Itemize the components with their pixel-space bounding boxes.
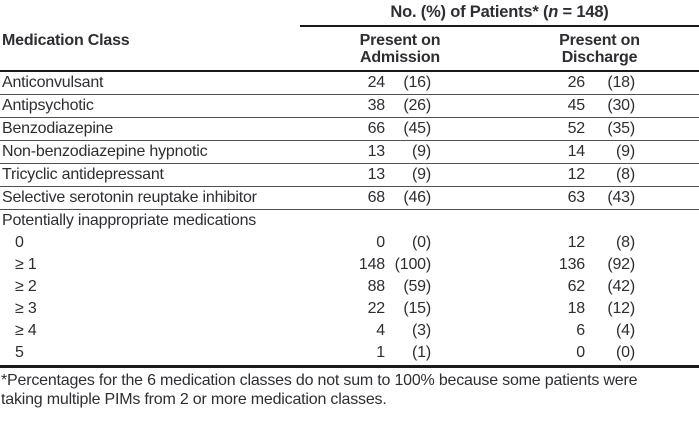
admission-percent: (46) bbox=[403, 189, 431, 206]
admission-count: 38 bbox=[367, 97, 386, 114]
admission-percent: (0) bbox=[412, 234, 431, 251]
table-body: Anticonvulsant 24 (16) 26 (18) Antipsych… bbox=[0, 72, 699, 364]
admission-percent: (9) bbox=[412, 143, 431, 160]
patients-span-header: No. (%) of Patients* (n = 148) bbox=[300, 2, 699, 27]
admission-column-header: Present on Admission bbox=[300, 27, 500, 70]
discharge-percent: (30) bbox=[607, 97, 635, 114]
discharge-count: 136 bbox=[558, 256, 585, 273]
table-row: Potentially inappropriate medications bbox=[0, 210, 699, 232]
row-label: Benzodiazepine bbox=[2, 120, 114, 137]
row-label: ≥ 4 bbox=[15, 322, 37, 339]
row-label: 0 bbox=[15, 234, 24, 251]
admission-count: 24 bbox=[367, 74, 386, 91]
admission-header-line2: Admission bbox=[360, 49, 440, 66]
medication-table: No. (%) of Patients* (n = 148) Medicatio… bbox=[0, 2, 699, 409]
admission-percent: (100) bbox=[394, 256, 432, 273]
discharge-count: 14 bbox=[567, 143, 586, 160]
admission-count: 68 bbox=[367, 189, 386, 206]
row-label: ≥ 2 bbox=[15, 278, 37, 295]
table-row: Anticonvulsant 24 (16) 26 (18) bbox=[0, 72, 699, 95]
discharge-percent: (8) bbox=[616, 234, 635, 251]
discharge-header-line2: Discharge bbox=[561, 49, 638, 66]
admission-percent: (1) bbox=[412, 344, 431, 361]
admission-count: 66 bbox=[367, 120, 386, 137]
discharge-percent: (43) bbox=[607, 189, 635, 206]
discharge-percent: (12) bbox=[607, 300, 635, 317]
table-row: Antipsychotic 38 (26) 45 (30) bbox=[0, 95, 699, 118]
admission-percent: (45) bbox=[403, 120, 431, 137]
admission-count: 148 bbox=[358, 256, 385, 273]
discharge-column-header: Present on Discharge bbox=[500, 27, 699, 70]
table-row: 0 0 (0) 12 (8) bbox=[0, 232, 699, 254]
admission-count: 13 bbox=[367, 166, 386, 183]
admission-percent: (9) bbox=[412, 166, 431, 183]
discharge-percent: (42) bbox=[607, 278, 635, 295]
admission-header-line1: Present on bbox=[359, 32, 441, 49]
table-row: Selective serotonin reuptake inhibitor 6… bbox=[0, 187, 699, 210]
patients-span-prefix: No. (%) of Patients* ( bbox=[390, 3, 549, 21]
discharge-percent: (8) bbox=[616, 166, 635, 183]
row-label: ≥ 3 bbox=[15, 300, 37, 317]
discharge-percent: (92) bbox=[607, 256, 635, 273]
n-symbol: n bbox=[548, 3, 559, 21]
row-label: 5 bbox=[15, 344, 24, 361]
admission-count: 4 bbox=[376, 322, 385, 339]
discharge-percent: (9) bbox=[616, 143, 635, 160]
footnote: *Percentages for the 6 medication classe… bbox=[1, 371, 638, 409]
discharge-count: 0 bbox=[576, 344, 585, 361]
medication-class-header: Medication Class bbox=[2, 32, 130, 49]
table-row: ≥ 4 4 (3) 6 (4) bbox=[0, 320, 699, 342]
row-label: Potentially inappropriate medications bbox=[2, 212, 257, 229]
row-label: Non-benzodiazepine hypnotic bbox=[2, 143, 208, 160]
table-row: Benzodiazepine 66 (45) 52 (35) bbox=[0, 118, 699, 141]
table-row: ≥ 3 22 (15) 18 (12) bbox=[0, 298, 699, 320]
table-row: Non-benzodiazepine hypnotic 13 (9) 14 (9… bbox=[0, 141, 699, 164]
discharge-count: 52 bbox=[567, 120, 586, 137]
discharge-count: 45 bbox=[567, 97, 586, 114]
admission-count: 0 bbox=[376, 234, 385, 251]
table-row: Tricyclic antidepressant 13 (9) 12 (8) bbox=[0, 164, 699, 187]
row-label: Antipsychotic bbox=[2, 97, 94, 114]
row-label: Tricyclic antidepressant bbox=[2, 166, 164, 183]
row-label: ≥ 1 bbox=[15, 256, 37, 273]
discharge-count: 26 bbox=[567, 74, 586, 91]
discharge-percent: (0) bbox=[616, 344, 635, 361]
table-row: ≥ 2 88 (59) 62 (42) bbox=[0, 276, 699, 298]
admission-percent: (3) bbox=[412, 322, 431, 339]
table-row: ≥ 1 148 (100) 136 (92) bbox=[0, 254, 699, 276]
admission-percent: (59) bbox=[403, 278, 431, 295]
discharge-count: 6 bbox=[576, 322, 585, 339]
admission-count: 88 bbox=[367, 278, 386, 295]
discharge-percent: (18) bbox=[607, 74, 635, 91]
patients-span-header-row: No. (%) of Patients* (n = 148) bbox=[0, 2, 699, 27]
row-label: Selective serotonin reuptake inhibitor bbox=[2, 189, 257, 206]
bottom-rule bbox=[0, 365, 699, 368]
discharge-count: 62 bbox=[567, 278, 586, 295]
admission-count: 1 bbox=[376, 344, 385, 361]
discharge-count: 18 bbox=[567, 300, 586, 317]
admission-percent: (26) bbox=[403, 97, 431, 114]
discharge-header-line1: Present on bbox=[559, 32, 640, 49]
row-label: Anticonvulsant bbox=[2, 74, 104, 91]
discharge-count: 12 bbox=[567, 234, 586, 251]
admission-count: 13 bbox=[367, 143, 386, 160]
column-header-row: Medication Class Present on Admission Pr… bbox=[0, 27, 699, 72]
table-row: 5 1 (1) 0 (0) bbox=[0, 342, 699, 364]
admission-count: 22 bbox=[367, 300, 386, 317]
discharge-count: 12 bbox=[567, 166, 586, 183]
patients-span-suffix: = 148) bbox=[558, 3, 609, 21]
discharge-count: 63 bbox=[567, 189, 586, 206]
admission-percent: (16) bbox=[403, 74, 431, 91]
discharge-percent: (35) bbox=[607, 120, 635, 137]
admission-percent: (15) bbox=[403, 300, 431, 317]
discharge-percent: (4) bbox=[616, 322, 635, 339]
